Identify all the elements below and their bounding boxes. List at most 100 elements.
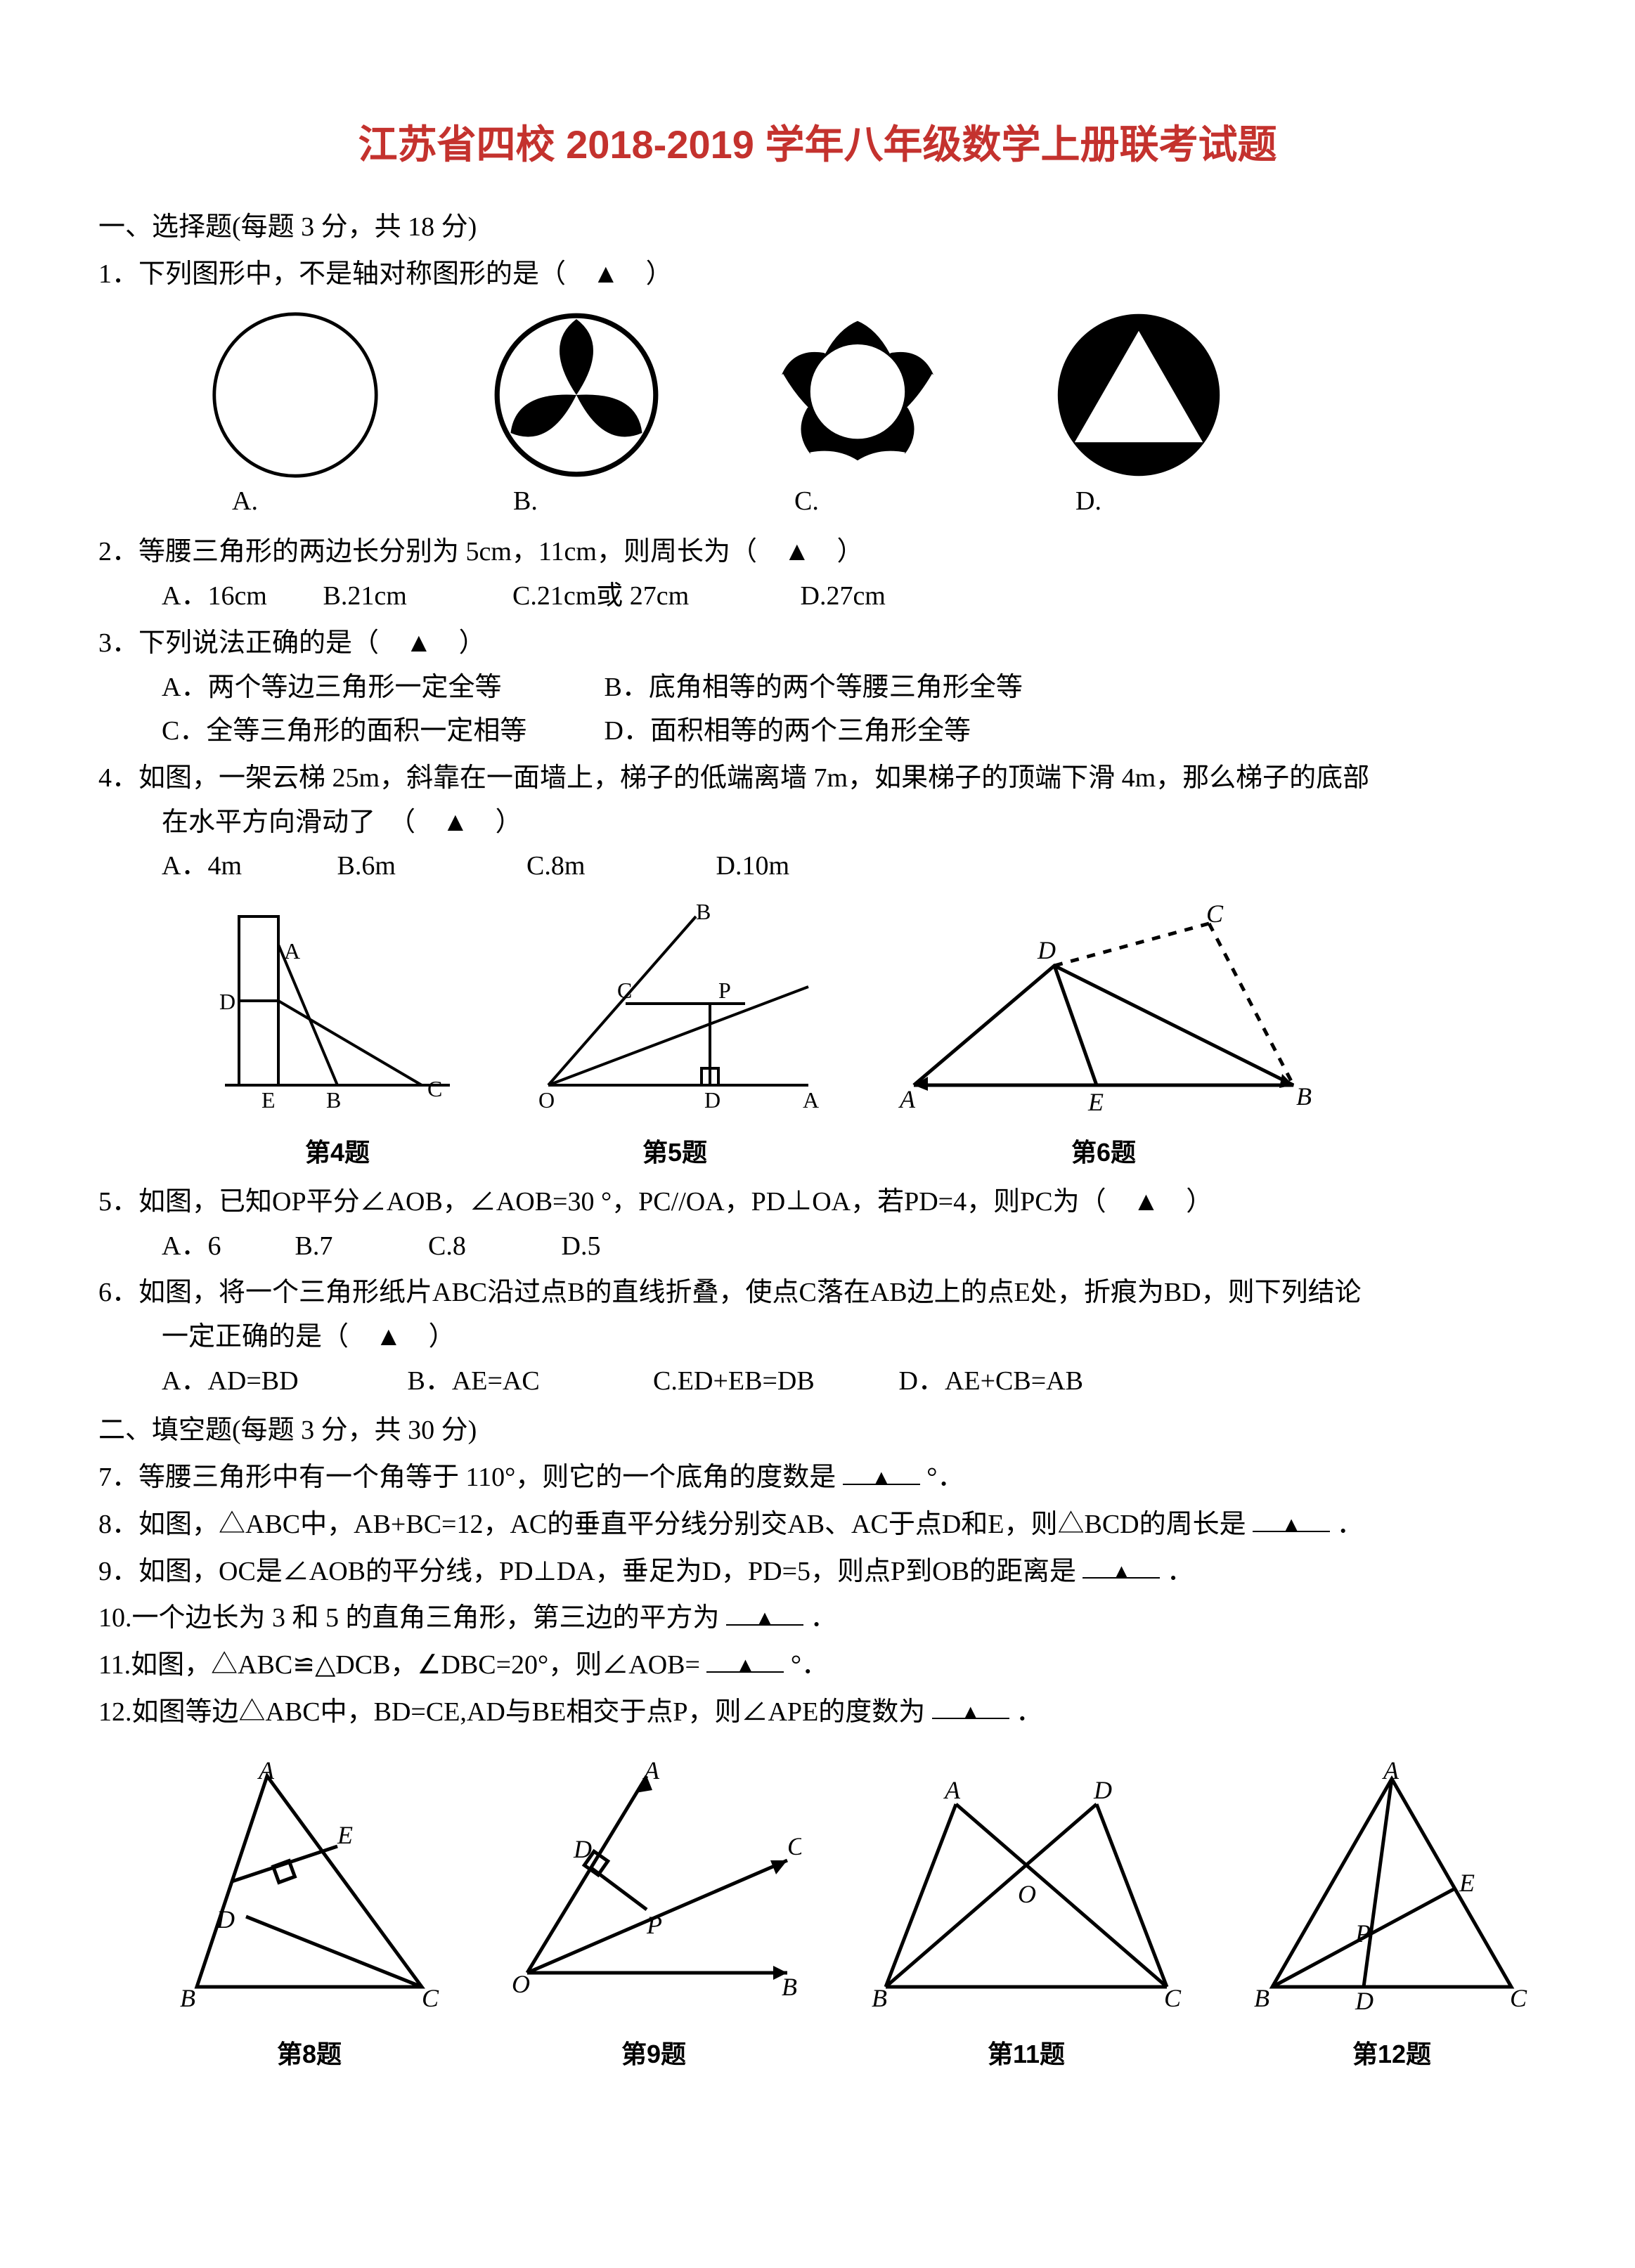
q8-q9-q11-q12-figures: A B C D E 第8题 A B C D P O 第9题 bbox=[169, 1762, 1537, 2075]
svg-text:D: D bbox=[1355, 1987, 1374, 2015]
q1-text: 1．下列图形中，不是轴对称图形的是（ ▲ ） bbox=[98, 252, 1537, 297]
q4-line2: 在水平方向滑动了 （ ▲ ） bbox=[98, 801, 1537, 845]
fig12: A B C D E P 第12题 bbox=[1251, 1762, 1532, 2075]
q5-optA: A．6 bbox=[162, 1224, 288, 1269]
svg-text:P: P bbox=[718, 978, 731, 1003]
q5-opts: A．6 B.7 C.8 D.5 bbox=[98, 1224, 1537, 1269]
fig5-label: 第5题 bbox=[527, 1132, 822, 1173]
q5-optC: C.8 bbox=[428, 1224, 555, 1269]
q1-figB: B. bbox=[492, 311, 661, 524]
q1-figA: A. bbox=[211, 311, 380, 524]
q11-blank: ▲ bbox=[706, 1643, 784, 1673]
svg-text:B: B bbox=[180, 1984, 195, 2012]
q6-opts: A．AD=BD B．AE=AC C.ED+EB=DB D．AE+CB=AB bbox=[98, 1359, 1537, 1404]
q2-optD: D.27cm bbox=[801, 574, 886, 618]
svg-text:B: B bbox=[696, 902, 711, 924]
fig4: A D E B C 第4题 bbox=[211, 902, 464, 1173]
q9-blank: ▲ bbox=[1083, 1550, 1160, 1579]
q1-figC-svg bbox=[773, 311, 942, 479]
fig5-svg: B C P O D A bbox=[527, 902, 822, 1113]
svg-text:B: B bbox=[782, 1973, 797, 2001]
svg-text:D: D bbox=[573, 1835, 592, 1863]
svg-text:B: B bbox=[1254, 1984, 1269, 2012]
q4-opts: A．4m B.6m C.8m D.10m bbox=[98, 844, 1537, 888]
svg-text:A: A bbox=[642, 1762, 660, 1784]
svg-text:D: D bbox=[704, 1087, 720, 1113]
q10: 10.一个边长为 3 和 5 的直角三角形，第三边的平方为 ▲ ． bbox=[98, 1596, 1537, 1640]
svg-text:C: C bbox=[617, 978, 632, 1003]
q3-optA: A．两个等边三角形一定全等 bbox=[162, 666, 597, 710]
fig9-svg: A B C D P O bbox=[506, 1762, 801, 2015]
fig9: A B C D P O 第9题 bbox=[506, 1762, 801, 2075]
q1-figB-svg bbox=[492, 311, 661, 479]
fig11-label: 第11题 bbox=[858, 2033, 1195, 2075]
q3-optB: B．底角相等的两个等腰三角形全等 bbox=[605, 666, 1023, 710]
svg-text:E: E bbox=[261, 1087, 276, 1113]
svg-text:P: P bbox=[646, 1911, 662, 1939]
q8-tail: ． bbox=[1337, 1510, 1364, 1539]
svg-text:A: A bbox=[284, 938, 300, 964]
fig4-label: 第4题 bbox=[211, 1132, 464, 1173]
q7-text: 7．等腰三角形中有一个角等于 110°，则它的一个底角的度数是 bbox=[98, 1463, 836, 1492]
svg-text:A: A bbox=[257, 1762, 275, 1784]
svg-text:E: E bbox=[1087, 1088, 1104, 1113]
fig11: A D B C O 第11题 bbox=[858, 1762, 1195, 2075]
fig9-label: 第9题 bbox=[506, 2033, 801, 2075]
page-title: 江苏省四校 2018-2019 学年八年级数学上册联考试题 bbox=[98, 112, 1537, 177]
q1-labelB: B. bbox=[492, 479, 661, 524]
svg-text:C: C bbox=[787, 1832, 801, 1860]
svg-text:A: A bbox=[943, 1776, 961, 1804]
q4-optB: B.6m bbox=[337, 844, 520, 888]
q9-text: 9．如图，OC是∠AOB的平分线，PD⊥DA，垂足为D，PD=5，则点P到OB的… bbox=[98, 1557, 1076, 1586]
fig4-svg: A D E B C bbox=[211, 902, 464, 1113]
svg-text:D: D bbox=[1093, 1776, 1112, 1804]
q1-labelD: D. bbox=[1054, 479, 1223, 524]
q6-line1: 6．如图，将一个三角形纸片ABC沿过点B的直线折叠，使点C落在AB边上的点E处，… bbox=[98, 1271, 1537, 1315]
svg-text:C: C bbox=[427, 1076, 442, 1101]
q1-figD-svg bbox=[1054, 311, 1223, 479]
svg-text:B: B bbox=[872, 1984, 887, 2012]
q12-text: 12.如图等边△ABC中，BD=CE,AD与BE相交于点P，则∠APE的度数为 bbox=[98, 1697, 925, 1727]
q3-optD: D．面积相等的两个三角形全等 bbox=[605, 709, 971, 753]
fig5: B C P O D A 第5题 bbox=[527, 902, 822, 1173]
svg-text:C: C bbox=[1510, 1984, 1527, 2012]
q8: 8．如图，△ABC中，AB+BC=12，AC的垂直平分线分别交AB、AC于点D和… bbox=[98, 1503, 1537, 1547]
q4-line1: 4．如图，一架云梯 25m，斜靠在一面墙上，梯子的低端离墙 7m，如果梯子的顶端… bbox=[98, 756, 1537, 801]
q2-text: 2．等腰三角形的两边长分别为 5cm，11cm，则周长为（ ▲ ） bbox=[98, 530, 1537, 574]
q5-text: 5．如图，已知OP平分∠AOB，∠AOB=30 °，PC//OA，PD⊥OA，若… bbox=[98, 1180, 1537, 1224]
fig6-label: 第6题 bbox=[886, 1132, 1321, 1173]
svg-text:C: C bbox=[422, 1984, 439, 2012]
q12-tail: ． bbox=[1016, 1697, 1042, 1727]
q5-optD: D.5 bbox=[562, 1224, 601, 1269]
svg-text:B: B bbox=[326, 1087, 341, 1113]
q1-figures: A. B. bbox=[211, 311, 1537, 524]
q6-optB: B．AE=AC bbox=[408, 1359, 647, 1404]
svg-text:O: O bbox=[1018, 1880, 1036, 1908]
svg-text:E: E bbox=[337, 1821, 353, 1849]
q8-text: 8．如图，△ABC中，AB+BC=12，AC的垂直平分线分别交AB、AC于点D和… bbox=[98, 1510, 1246, 1539]
fig6-svg: A B C D E bbox=[886, 902, 1321, 1113]
q2-optA: A．16cm bbox=[162, 574, 316, 618]
q2-opts: A．16cm B.21cm C.21cm或 27cm D.27cm bbox=[98, 574, 1537, 618]
q5-optB: B.7 bbox=[295, 1224, 422, 1269]
q4-optD: D.10m bbox=[716, 844, 790, 888]
q12-blank: ▲ bbox=[932, 1690, 1009, 1720]
svg-text:B: B bbox=[1296, 1082, 1312, 1110]
q12: 12.如图等边△ABC中，BD=CE,AD与BE相交于点P，则∠APE的度数为 … bbox=[98, 1690, 1537, 1735]
q10-tail: ． bbox=[810, 1603, 837, 1633]
svg-text:D: D bbox=[216, 1905, 235, 1933]
svg-text:D: D bbox=[219, 989, 235, 1014]
q2-optB: B.21cm bbox=[323, 574, 506, 618]
q6-line2: 一定正确的是（ ▲ ） bbox=[98, 1315, 1537, 1359]
q8-blank: ▲ bbox=[1253, 1503, 1330, 1532]
section-2-head: 二、填空题(每题 3 分，共 30 分) bbox=[98, 1408, 1537, 1453]
q6-optC: C.ED+EB=DB bbox=[653, 1359, 892, 1404]
q2-optC: C.21cm或 27cm bbox=[512, 574, 794, 618]
q7-tail: °． bbox=[926, 1463, 964, 1492]
svg-text:A: A bbox=[1382, 1762, 1400, 1784]
q7-blank: ▲ bbox=[843, 1456, 920, 1485]
fig12-label: 第12题 bbox=[1251, 2033, 1532, 2075]
svg-text:P: P bbox=[1355, 1919, 1371, 1948]
q3-optC: C．全等三角形的面积一定相等 bbox=[162, 709, 597, 753]
svg-text:C: C bbox=[1206, 902, 1224, 928]
